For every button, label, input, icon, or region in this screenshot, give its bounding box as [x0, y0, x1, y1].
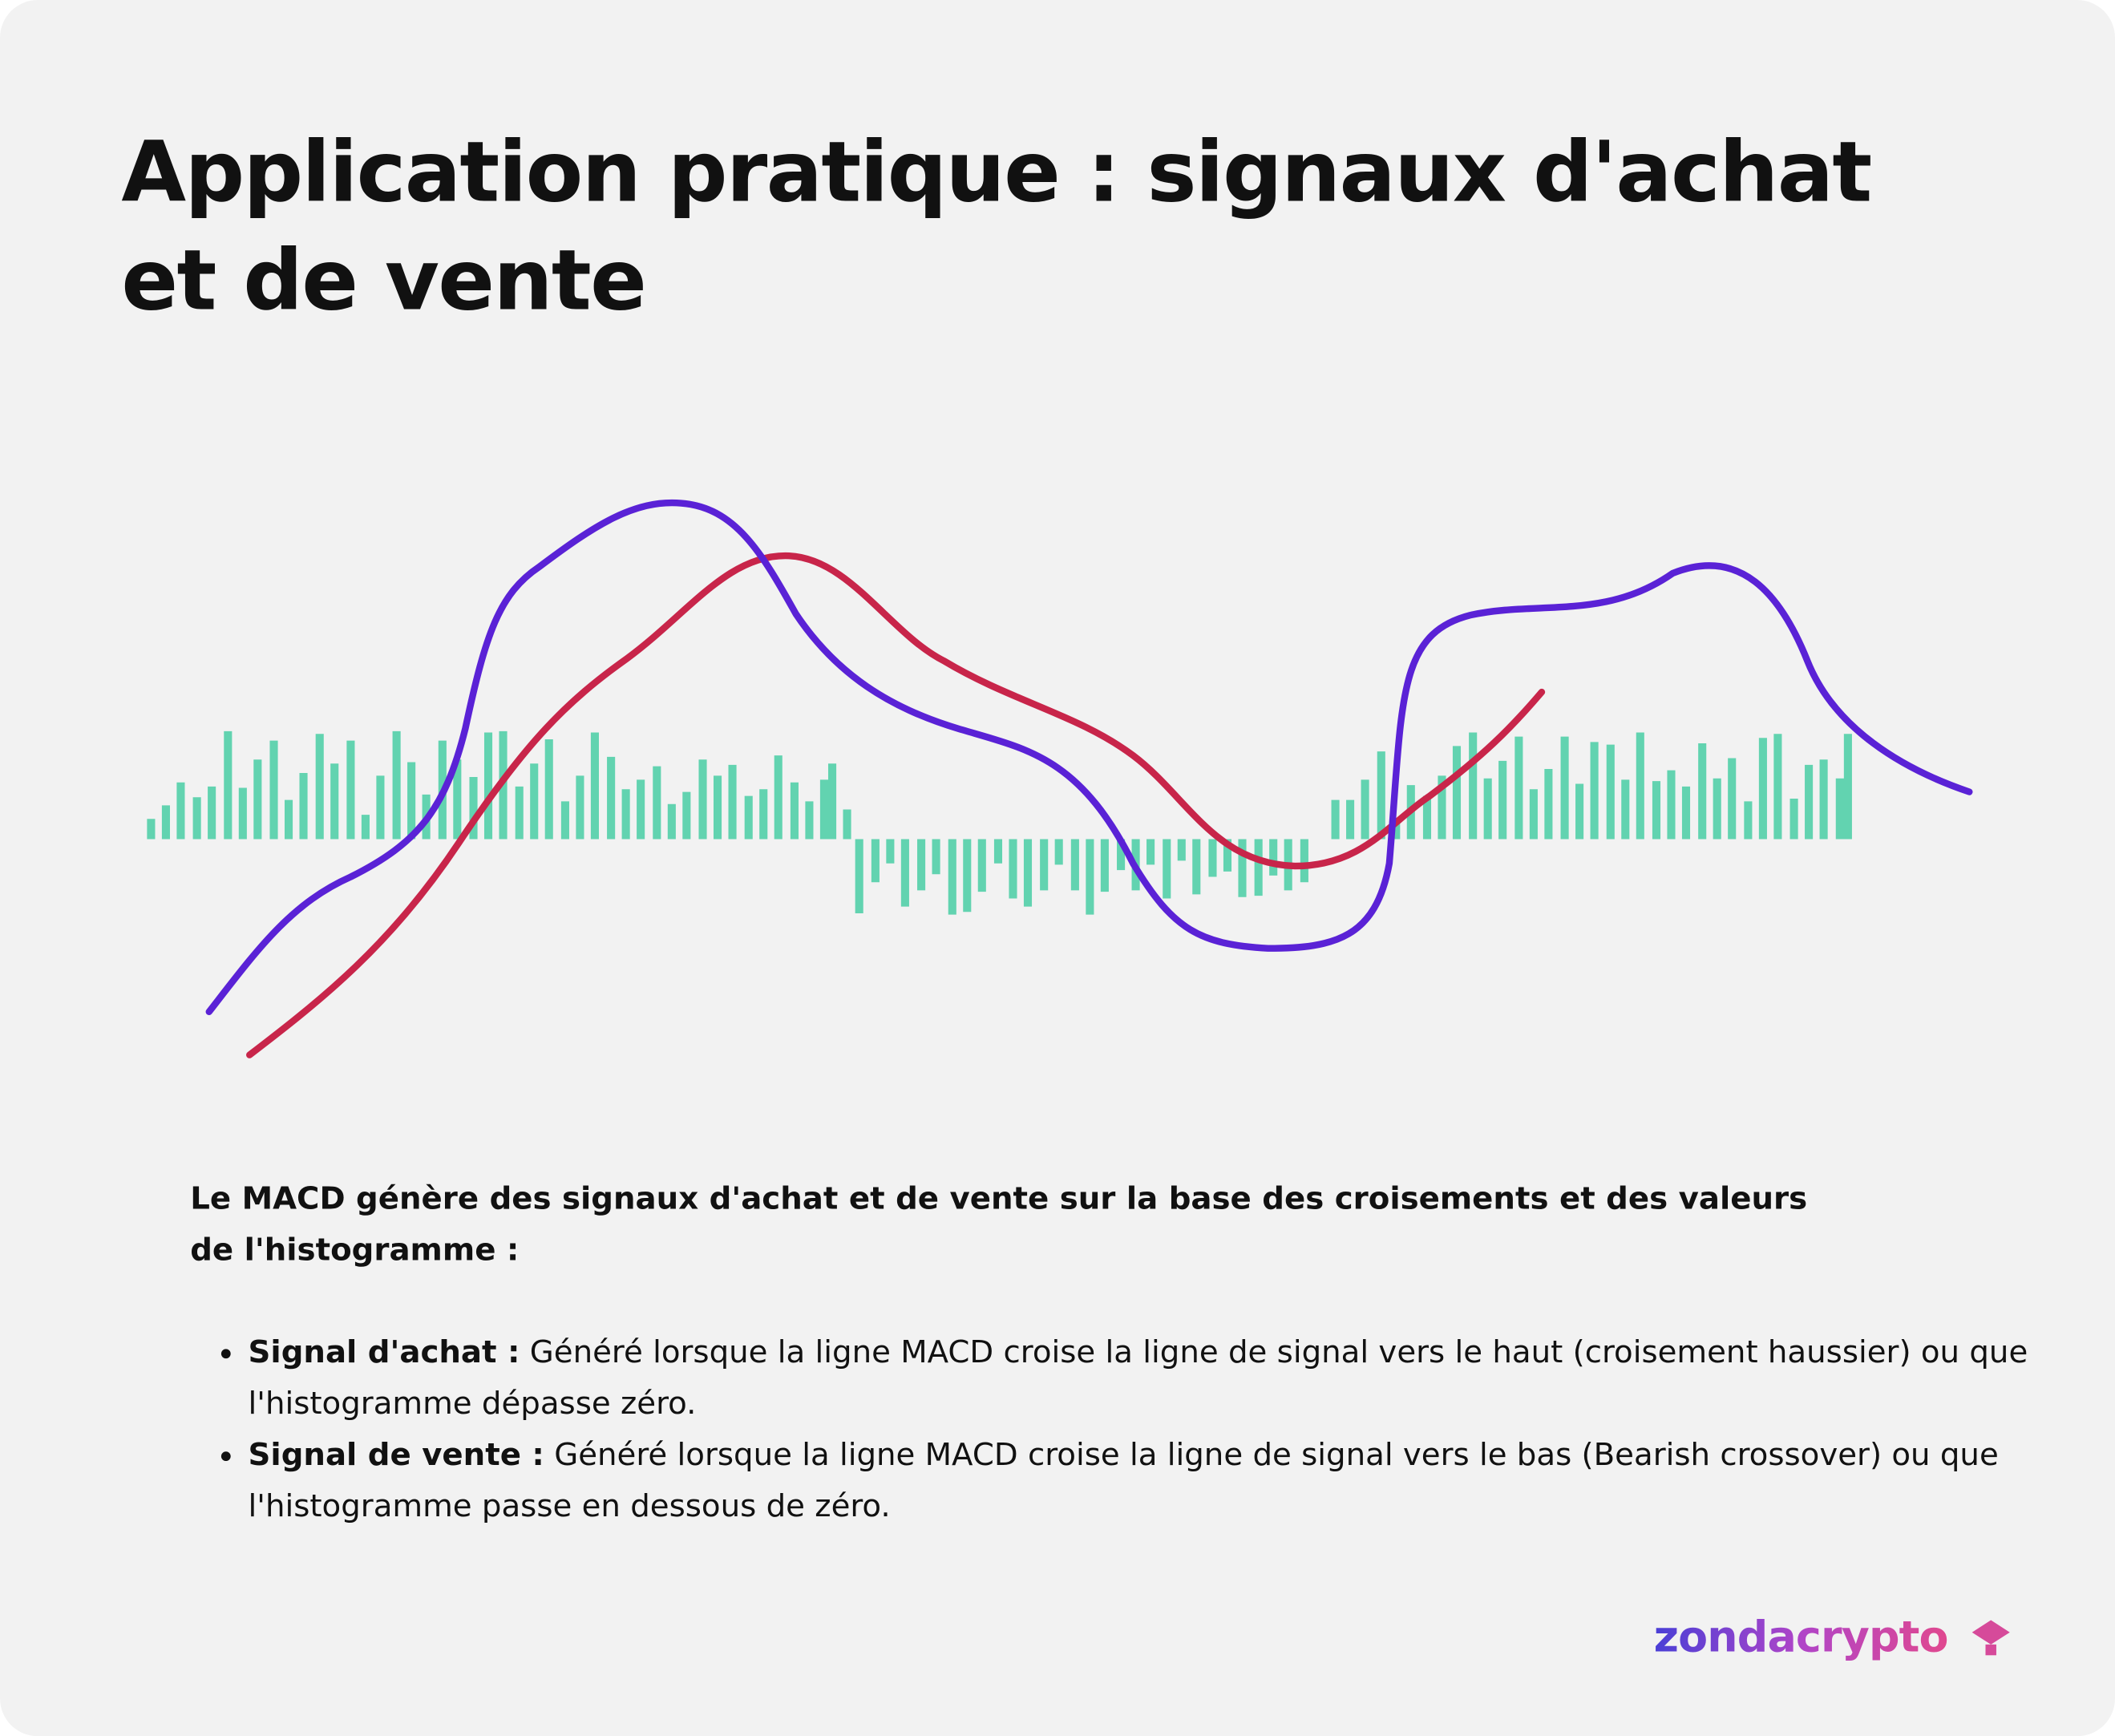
macd-line: [205, 499, 1973, 1016]
bullet: Signal de vente : Généré lorsque la lign…: [249, 1430, 2043, 1532]
bullet: Signal d'achat : Généré lorsque la ligne…: [249, 1327, 2043, 1430]
intro: Le MACD génère des signaux d'achat et de…: [190, 1181, 1808, 1269]
bullet-label: Signal d'achat :: [248, 1335, 520, 1371]
histogram: [147, 730, 1852, 915]
title: Application pratique : signaux d'achat e…: [121, 123, 1872, 330]
bullet-text: Généré lorsque la ligne MACD croise la l…: [248, 1438, 1999, 1525]
bullet-text: Généré lorsque la ligne MACD croise la l…: [248, 1335, 2028, 1422]
signal-line: [246, 552, 1546, 1058]
logo: zondacrypto: [1653, 1610, 1949, 1662]
bullet-label: Signal de vente :: [248, 1438, 544, 1474]
logo-icon: [1971, 1620, 2010, 1656]
bullet-list: Signal d'achat : Généré lorsque la ligne…: [216, 1327, 2042, 1532]
